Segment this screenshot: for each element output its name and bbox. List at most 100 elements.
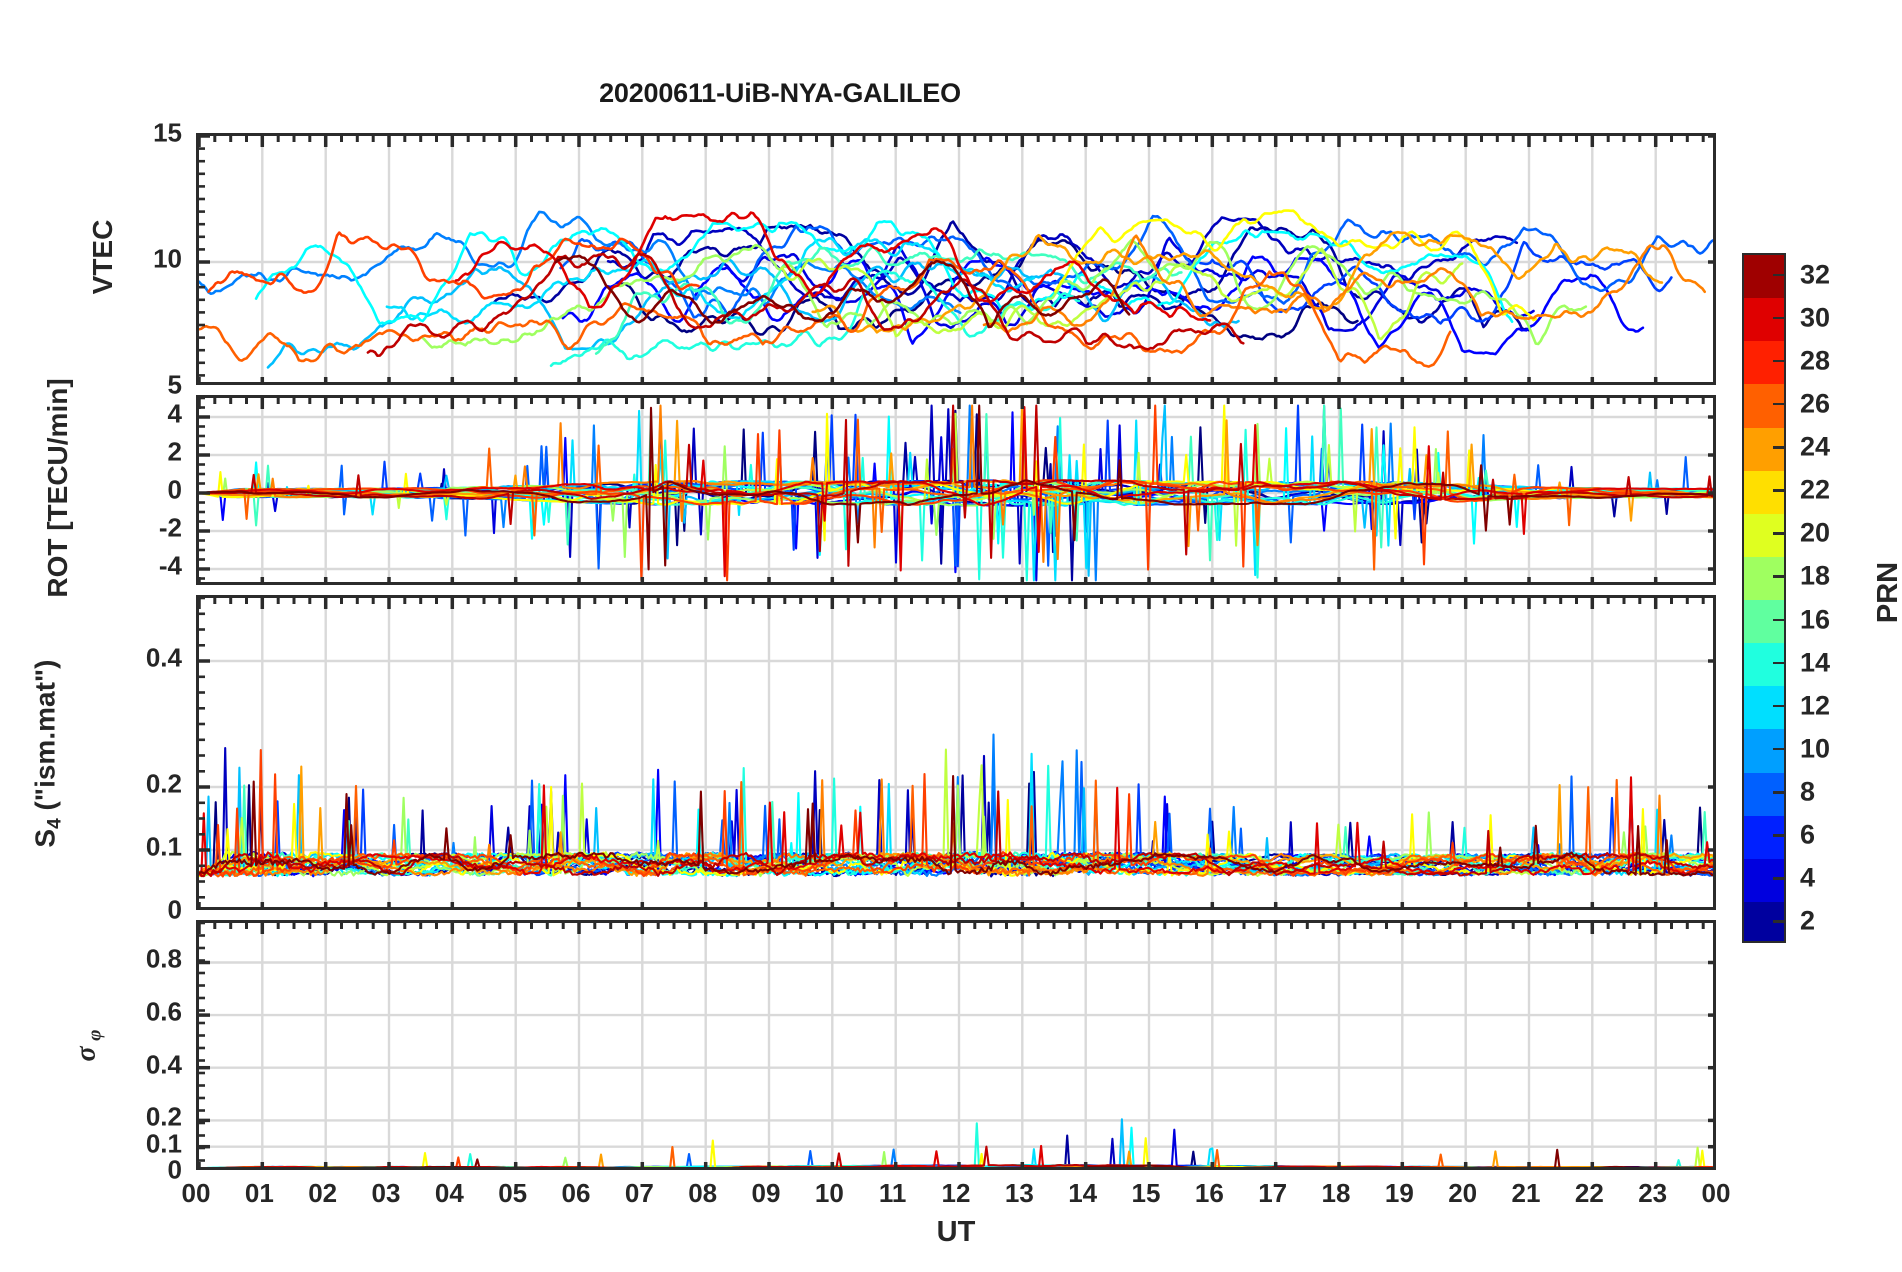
colorbar-band <box>1744 255 1784 299</box>
prn-colorbar <box>1742 253 1786 943</box>
plot-panel-4 <box>196 920 1716 1170</box>
x-tick-label: 05 <box>498 1178 528 1208</box>
x-axis-label: UT <box>936 1216 976 1248</box>
x-tick-label: 06 <box>561 1178 591 1208</box>
figure-title: 20200611-UiB-NYA-GALILEO <box>599 78 961 108</box>
colorbar-band <box>1744 815 1784 859</box>
y-tick-label: 2 <box>167 436 182 467</box>
colorbar-band <box>1744 427 1784 471</box>
x-tick-label: 09 <box>751 1178 781 1208</box>
colorbar-tick-label: 24 <box>1800 431 1831 462</box>
colorbar-tick-mark <box>1773 791 1784 794</box>
colorbar-label: PRN <box>1872 561 1902 624</box>
x-tick-label: 00 <box>1701 1178 1731 1208</box>
colorbar-tick-mark <box>1773 877 1784 880</box>
colorbar-band <box>1744 513 1784 557</box>
colorbar-tick-label: 32 <box>1800 259 1831 290</box>
colorbar-tick-label: 6 <box>1800 819 1816 850</box>
colorbar-tick-mark <box>1773 273 1784 277</box>
colorbar-tick-label: 14 <box>1800 647 1831 678</box>
colorbar-tick-mark <box>1773 704 1784 708</box>
colorbar-tick-mark <box>1773 618 1784 622</box>
colorbar-tick-label: 4 <box>1800 862 1816 893</box>
x-tick-label: 02 <box>308 1178 338 1208</box>
y-tick-label: 0.1 <box>145 831 182 862</box>
plot-panel-3 <box>196 595 1716 910</box>
x-tick-label: 08 <box>688 1178 718 1208</box>
x-tick-label: 16 <box>1194 1178 1224 1208</box>
colorbar-tick-label: 16 <box>1800 604 1831 635</box>
x-tick-label: 18 <box>1321 1178 1351 1208</box>
x-tick-label: 15 <box>1131 1178 1161 1208</box>
colorbar-band <box>1744 858 1784 902</box>
y-tick-label: 0.1 <box>145 1128 182 1159</box>
y-axis-label-panel-3: S4 ("ism.mat") <box>29 658 66 848</box>
colorbar-tick-label: 28 <box>1800 345 1831 376</box>
x-tick-label: 22 <box>1574 1178 1604 1208</box>
y-tick-label: 0 <box>167 1154 182 1185</box>
colorbar-band <box>1744 470 1784 514</box>
colorbar-band <box>1744 772 1784 816</box>
x-tick-label: 17 <box>1258 1178 1288 1208</box>
panel-canvas <box>199 598 1713 907</box>
x-tick-label: 11 <box>878 1178 907 1208</box>
y-tick-label: 10 <box>153 243 182 274</box>
x-tick-label: 01 <box>244 1178 274 1208</box>
x-tick-label: 20 <box>1448 1178 1478 1208</box>
x-tick-label: 00 <box>181 1178 211 1208</box>
panel-canvas <box>199 136 1713 382</box>
plot-panel-1 <box>196 133 1716 385</box>
y-tick-label: -2 <box>158 512 182 543</box>
colorbar-tick-mark <box>1773 920 1784 923</box>
y-tick-label: 0.2 <box>145 768 182 799</box>
x-tick-label: 12 <box>941 1178 971 1208</box>
y-tick-label: 0.6 <box>145 996 182 1027</box>
y-tick-label: 0.8 <box>145 943 182 974</box>
y-tick-label: -4 <box>158 550 182 581</box>
colorbar-tick-label: 18 <box>1800 560 1831 591</box>
colorbar-band <box>1744 600 1784 644</box>
colorbar-tick-mark <box>1773 402 1784 406</box>
x-tick-label: 03 <box>371 1178 401 1208</box>
colorbar-tick-mark <box>1773 661 1784 665</box>
colorbar-tick-label: 22 <box>1800 474 1831 505</box>
x-tick-label: 10 <box>814 1178 844 1208</box>
x-tick-label: 19 <box>1384 1178 1414 1208</box>
colorbar-tick-label: 26 <box>1800 388 1831 419</box>
colorbar-tick-mark <box>1773 747 1784 751</box>
colorbar-band <box>1744 643 1784 687</box>
y-tick-label: 0.2 <box>145 1101 182 1132</box>
y-tick-label: 4 <box>167 398 182 429</box>
colorbar-tick-mark <box>1773 834 1784 837</box>
y-axis-label-panel-4: σ φ <box>70 1029 106 1062</box>
plot-panel-2 <box>196 395 1716 585</box>
colorbar-tick-label: 8 <box>1800 776 1816 807</box>
colorbar-tick-mark <box>1773 489 1784 492</box>
y-tick-label: 0 <box>167 894 182 925</box>
x-tick-label: 07 <box>624 1178 654 1208</box>
colorbar-tick-mark <box>1773 575 1784 578</box>
colorbar-band <box>1744 729 1784 773</box>
colorbar-band <box>1744 384 1784 428</box>
colorbar-tick-label: 2 <box>1800 905 1816 936</box>
x-tick-label: 13 <box>1004 1178 1034 1208</box>
x-tick-label: 21 <box>1511 1178 1541 1208</box>
panel-canvas <box>199 398 1713 582</box>
y-tick-label: 0 <box>167 474 182 505</box>
colorbar-band <box>1744 686 1784 730</box>
y-tick-label: 15 <box>153 117 182 148</box>
colorbar-tick-label: 20 <box>1800 517 1831 548</box>
colorbar-tick-mark <box>1773 316 1784 320</box>
x-tick-label: 14 <box>1068 1178 1098 1208</box>
y-tick-label: 0.4 <box>145 642 182 673</box>
panel-canvas <box>199 923 1713 1167</box>
colorbar-tick-label: 10 <box>1800 733 1831 764</box>
colorbar-band <box>1744 298 1784 342</box>
colorbar-tick-label: 12 <box>1800 690 1831 721</box>
colorbar-tick-label: 30 <box>1800 302 1831 333</box>
colorbar-band <box>1744 341 1784 385</box>
colorbar-band <box>1744 556 1784 600</box>
colorbar-tick-mark <box>1773 359 1784 363</box>
y-tick-label: 0.4 <box>145 1049 182 1080</box>
